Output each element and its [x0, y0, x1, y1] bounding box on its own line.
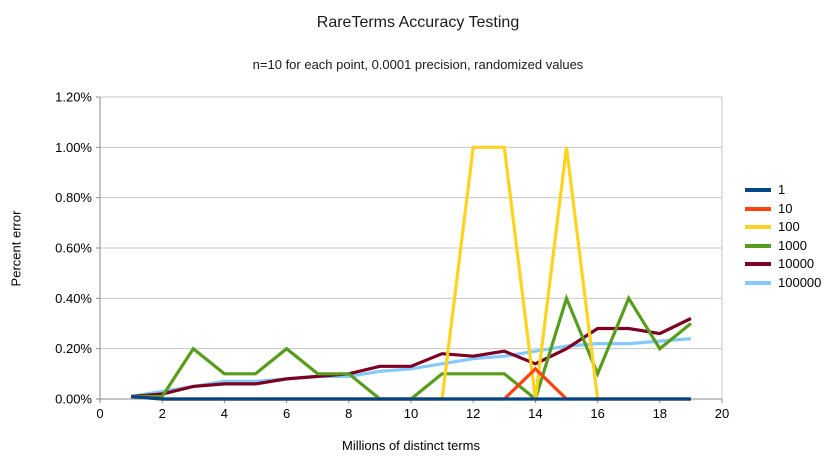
legend-label: 10 — [778, 200, 793, 216]
legend-swatch-100000 — [745, 280, 771, 285]
x-tick-label: 16 — [590, 406, 604, 421]
y-tick-label: 0.40% — [55, 291, 92, 306]
x-axis-title: Millions of distinct terms — [342, 438, 480, 453]
legend: 1 10 100 1000 10000 100000 — [745, 181, 821, 292]
x-tick-label: 6 — [283, 406, 290, 421]
y-tick-label: 0.00% — [55, 392, 92, 407]
x-tick-label: 2 — [159, 406, 166, 421]
legend-item-100000: 100000 — [745, 274, 821, 293]
x-tick-label: 0 — [96, 406, 103, 421]
legend-label: 1000 — [778, 237, 807, 253]
series-line-100000 — [130, 337, 692, 399]
legend-swatch-10000 — [745, 262, 771, 267]
legend-item-10: 10 — [745, 200, 821, 219]
x-tick-label: 12 — [466, 406, 480, 421]
legend-swatch-100 — [745, 225, 771, 230]
series-line-10000 — [130, 317, 692, 399]
y-tick-label: 1.00% — [55, 140, 92, 155]
y-tick-label: 1.20% — [55, 90, 92, 105]
chart-title: RareTerms Accuracy Testing — [316, 14, 520, 31]
x-tick-label: 8 — [345, 406, 352, 421]
legend-item-1000: 1000 — [745, 237, 821, 256]
legend-label: 10000 — [778, 256, 815, 272]
x-tick-label: 18 — [653, 406, 667, 421]
series-line-1 — [130, 394, 691, 401]
legend-item-10000: 10000 — [745, 255, 821, 274]
x-tick-label: 4 — [221, 406, 228, 421]
y-tick-label: 0.20% — [55, 341, 92, 356]
y-axis-title: Percent error — [8, 210, 24, 287]
y-tick-label: 0.80% — [55, 190, 92, 205]
y-tick-label: 0.60% — [55, 241, 92, 256]
series-line-100 — [130, 145, 691, 401]
legend-label: 1 — [778, 182, 786, 198]
legend-label: 100 — [778, 219, 800, 235]
legend-swatch-1 — [745, 188, 771, 193]
legend-swatch-10 — [745, 206, 771, 211]
x-tick-label: 10 — [404, 406, 418, 421]
legend-item-100: 100 — [745, 218, 821, 237]
x-tick-label: 20 — [715, 406, 729, 421]
legend-label: 100000 — [778, 274, 822, 290]
legend-item-1: 1 — [745, 181, 821, 200]
legend-swatch-1000 — [745, 243, 771, 248]
x-tick-label: 14 — [528, 406, 542, 421]
chart-subtitle: n=10 for each point, 0.0001 precision, r… — [252, 57, 584, 72]
